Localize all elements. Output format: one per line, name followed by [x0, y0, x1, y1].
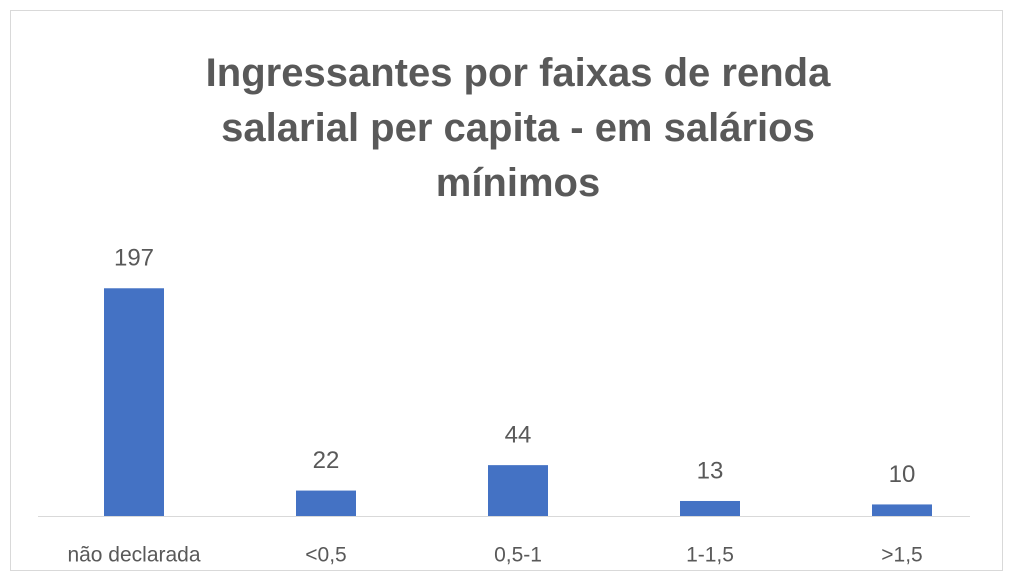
bar [872, 504, 932, 516]
x-tick-label: >1,5 [881, 544, 922, 567]
value-label: 197 [114, 245, 154, 272]
bar [104, 288, 164, 516]
value-label: 13 [697, 457, 724, 484]
bar [296, 490, 356, 516]
bar [680, 500, 740, 516]
bar [488, 465, 548, 516]
value-label: 22 [313, 447, 340, 474]
value-label: 10 [889, 461, 916, 488]
x-tick-label: não declarada [67, 544, 200, 567]
chart-title: Ingressantes por faixas de renda salaria… [205, 51, 831, 205]
x-tick-label: 1-1,5 [686, 544, 734, 567]
x-tick-label: <0,5 [305, 544, 346, 567]
x-tick-label: 0,5-1 [494, 544, 542, 567]
value-label: 44 [505, 421, 532, 448]
